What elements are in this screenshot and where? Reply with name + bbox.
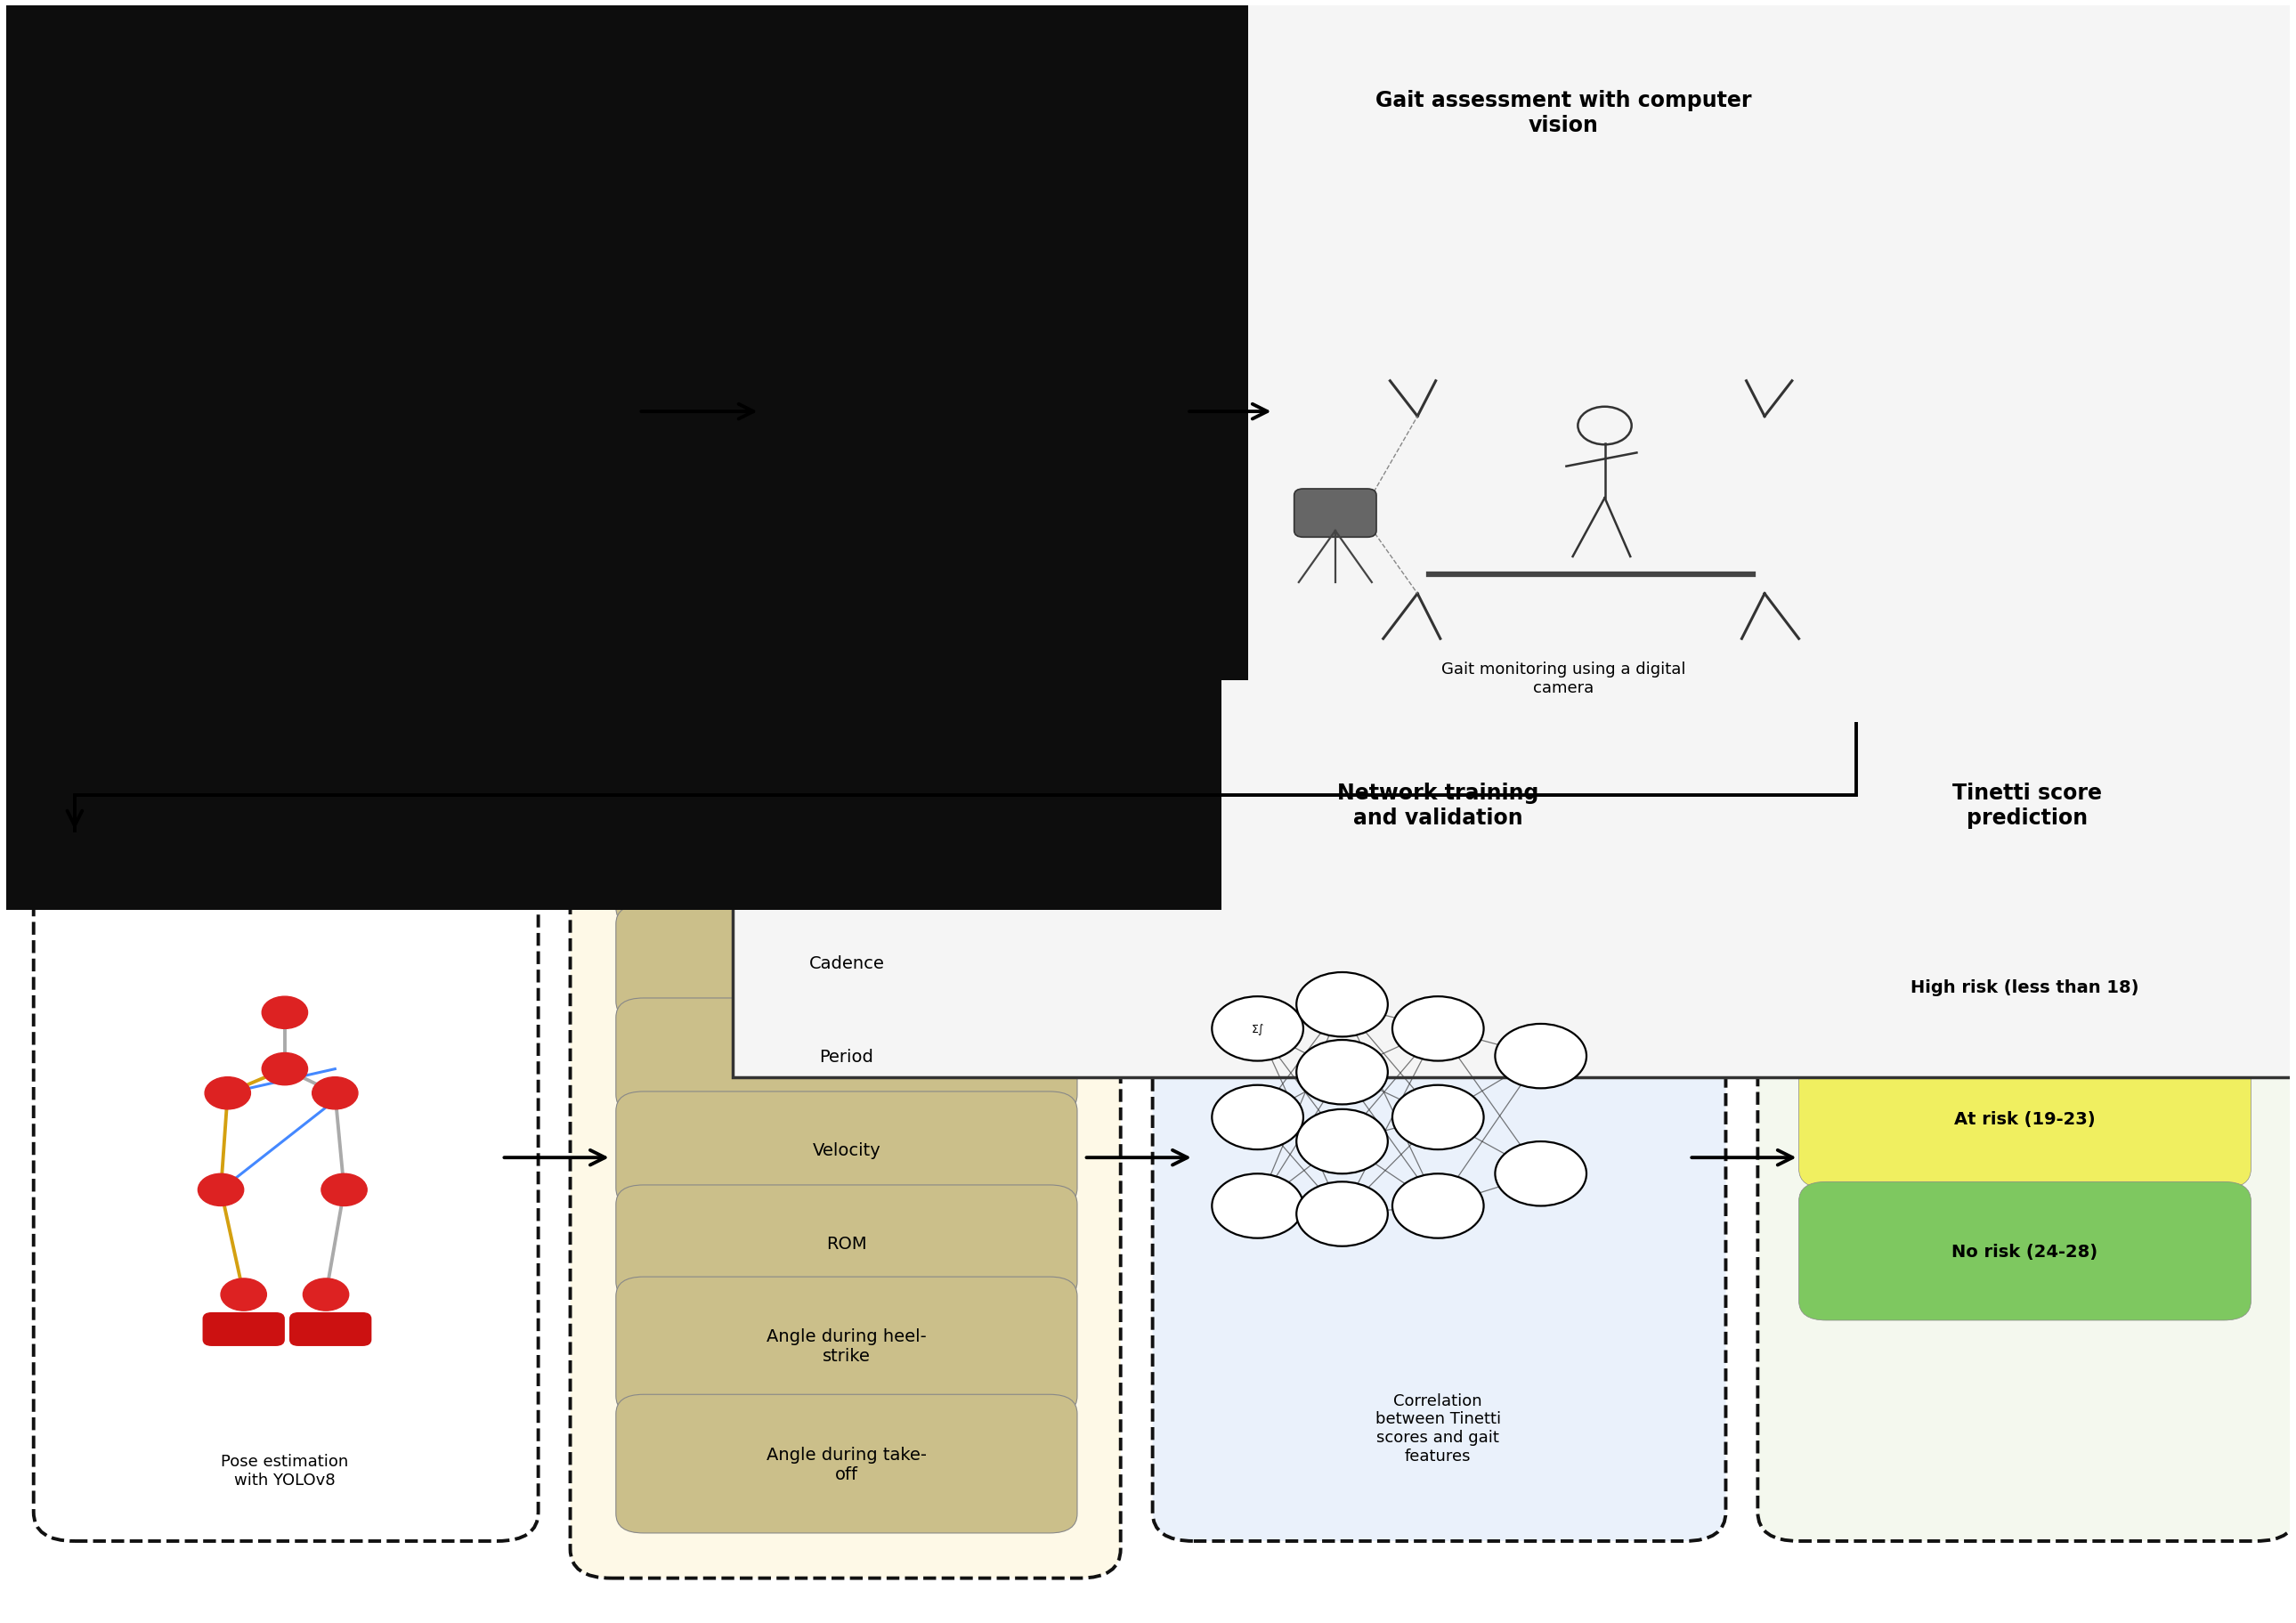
Circle shape [1297,1040,1387,1105]
FancyBboxPatch shape [1798,917,2250,1057]
FancyBboxPatch shape [0,0,1221,911]
Text: Tinetti test
application: Tinetti test application [925,464,1019,502]
FancyBboxPatch shape [0,0,1176,911]
Text: At risk (19-23): At risk (19-23) [1954,1110,2096,1128]
FancyBboxPatch shape [0,0,1120,894]
FancyBboxPatch shape [202,1313,285,1345]
Text: Period: Period [820,1048,875,1065]
Circle shape [455,185,533,240]
Text: Preliminary
evaluation: Preliminary evaluation [902,102,1038,149]
FancyBboxPatch shape [615,1277,1077,1415]
Circle shape [1495,1024,1587,1089]
FancyBboxPatch shape [1798,1182,2250,1321]
Circle shape [220,1279,266,1311]
Text: Angle during take-
off: Angle during take- off [767,1446,928,1482]
FancyBboxPatch shape [1295,490,1375,537]
Circle shape [312,1078,358,1110]
Circle shape [1495,1141,1587,1206]
FancyBboxPatch shape [420,209,565,341]
Circle shape [1297,1182,1387,1246]
Text: Angle during heel-
strike: Angle during heel- strike [767,1328,928,1365]
Text: Tinetti score
prediction: Tinetti score prediction [1952,782,2101,829]
Text: Gait assessment with computer
vision: Gait assessment with computer vision [1375,89,1752,136]
Circle shape [1297,972,1387,1037]
FancyBboxPatch shape [335,226,461,339]
FancyBboxPatch shape [1759,807,2296,1542]
Circle shape [1212,1086,1304,1149]
Text: Correlation
between Tinetti
scores and gait
features: Correlation between Tinetti scores and g… [1375,1393,1502,1464]
FancyBboxPatch shape [0,0,1081,894]
Text: No risk (24-28): No risk (24-28) [1952,1243,2099,1259]
Text: Population: Population [377,94,505,117]
FancyBboxPatch shape [732,0,2296,1078]
Text: Pose estimation
with YOLOv8: Pose estimation with YOLOv8 [220,1454,349,1488]
FancyBboxPatch shape [762,406,1182,560]
FancyBboxPatch shape [719,130,1224,696]
Text: Σ∫: Σ∫ [1251,1022,1265,1035]
Text: Estimation of
biomechanics: Estimation of biomechanics [204,782,365,829]
FancyBboxPatch shape [1798,1050,2250,1188]
FancyBboxPatch shape [0,0,1249,682]
Circle shape [204,1078,250,1110]
Circle shape [197,1173,243,1206]
Text: Identification
record: Identification record [916,276,1029,313]
Circle shape [1212,997,1304,1061]
FancyBboxPatch shape [615,1185,1077,1302]
Circle shape [262,997,308,1029]
FancyBboxPatch shape [762,217,1182,372]
Text: Elderly
persons over
60 years old: Elderly persons over 60 years old [388,633,491,687]
Circle shape [321,1173,367,1206]
Text: ROM: ROM [827,1235,868,1251]
Circle shape [1391,1173,1483,1238]
Text: High risk (less than 18): High risk (less than 18) [1910,979,2140,995]
Circle shape [367,208,432,253]
FancyBboxPatch shape [289,1313,372,1345]
Circle shape [262,1053,308,1086]
FancyBboxPatch shape [615,1394,1077,1534]
Text: Gait features
extraction: Gait features extraction [767,766,923,813]
Circle shape [1391,997,1483,1061]
FancyBboxPatch shape [569,787,1120,1578]
FancyBboxPatch shape [204,89,675,743]
FancyBboxPatch shape [615,906,1077,1021]
Text: Gait monitoring using a digital
camera: Gait monitoring using a digital camera [1442,661,1685,696]
FancyBboxPatch shape [615,812,1077,927]
Circle shape [1297,1110,1387,1173]
Circle shape [1391,1086,1483,1149]
FancyBboxPatch shape [1233,114,1896,751]
FancyBboxPatch shape [34,807,537,1542]
Circle shape [303,1279,349,1311]
FancyBboxPatch shape [615,1092,1077,1208]
Text: Cadence: Cadence [808,954,884,971]
Circle shape [1212,1173,1304,1238]
Text: Stride: Stride [820,862,872,878]
FancyBboxPatch shape [439,153,546,196]
Text: Velocity: Velocity [813,1141,882,1159]
Text: Network training
and validation: Network training and validation [1336,782,1538,829]
FancyBboxPatch shape [1153,807,1727,1542]
FancyBboxPatch shape [615,998,1077,1115]
